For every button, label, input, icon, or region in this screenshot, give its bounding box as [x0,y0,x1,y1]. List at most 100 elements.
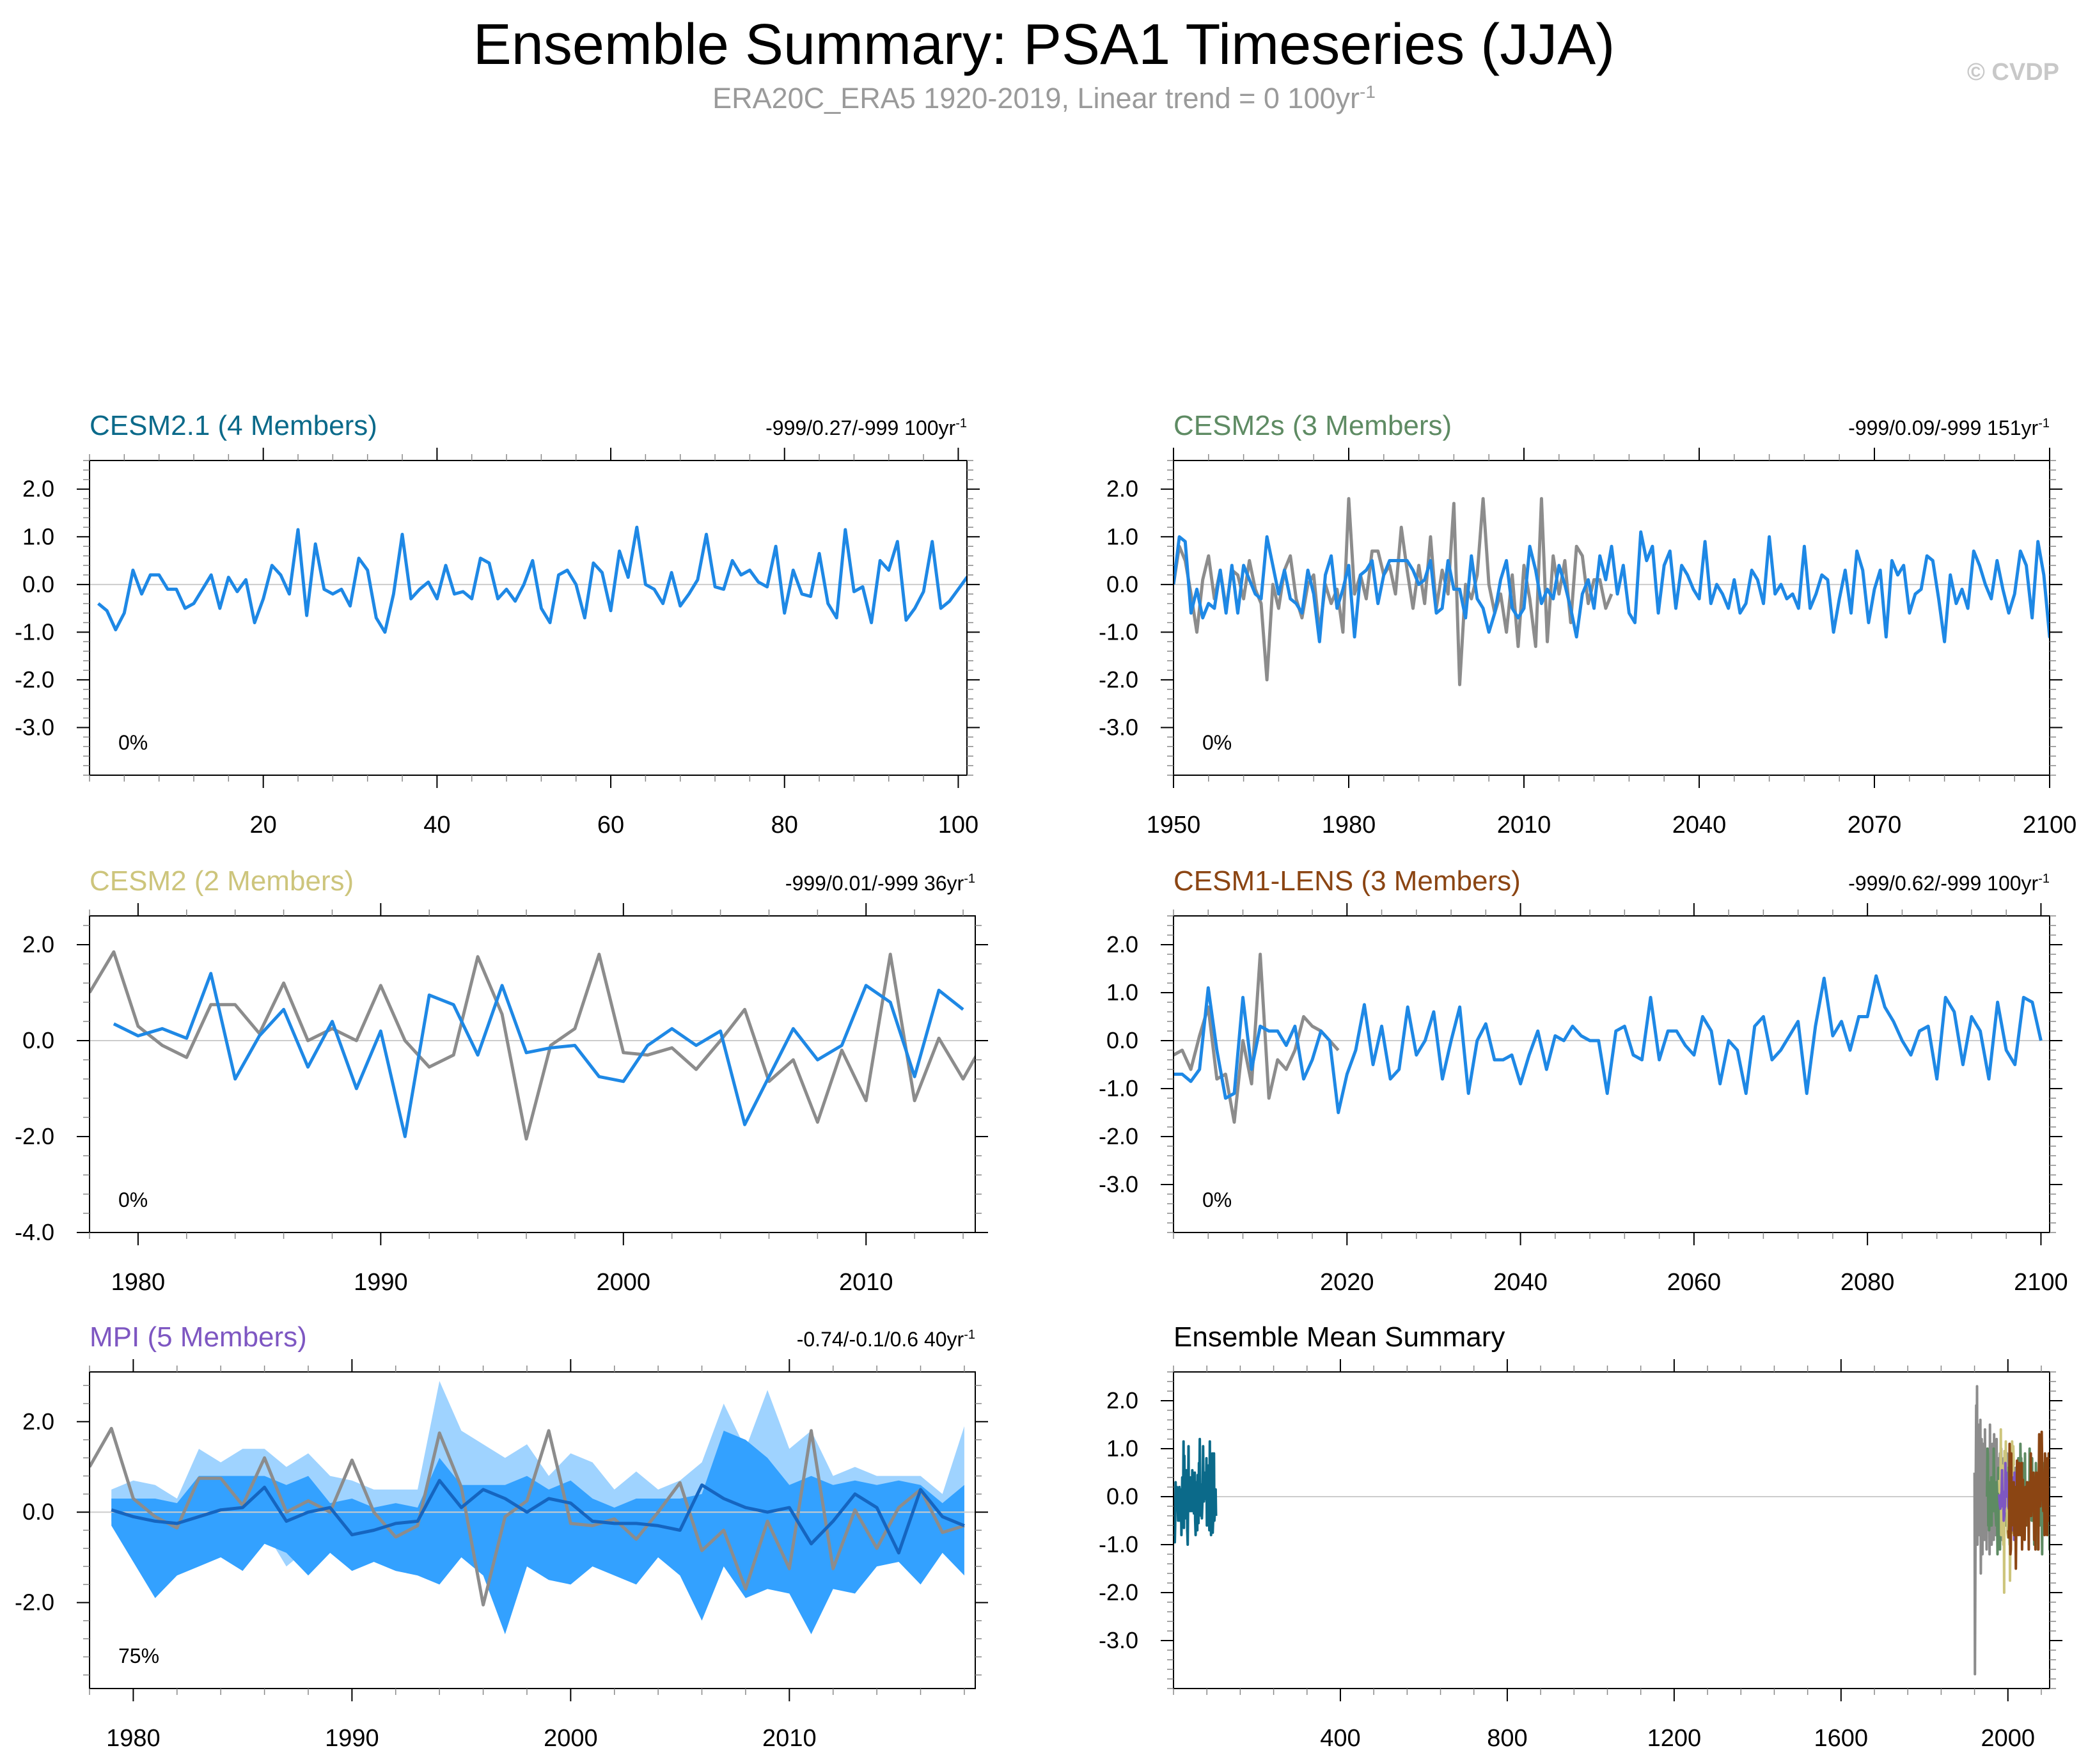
x-tick-label: 40 [423,812,450,839]
x-tick-label: 1980 [106,1725,161,1752]
y-tick-label: 0.0 [1106,1027,1138,1053]
panel-3: CESM2 (2 Members) -999/0.01/-999 36yr-1 2.… [15,865,988,1296]
series-line-obs [1174,952,1340,1124]
panel-plot-area [1174,1385,2050,1676]
panel-stats: -0.74/-0.1/0.6 40yr-1 [797,1328,975,1351]
percent-label: 75% [118,1644,159,1667]
y-tick-label: 2.0 [22,1408,54,1435]
panel-stats: -999/0.09/-999 151yr-1 [1848,416,2050,439]
y-tick-label: -2.0 [15,666,54,693]
page-subtitle: ERA20C_ERA5 1920-2019, Linear trend = 0 … [0,82,2088,115]
x-tick-label: 2000 [1981,1725,2035,1752]
x-tick-label: 800 [1487,1725,1527,1752]
x-tick-label: 2080 [1841,1269,1895,1296]
y-tick-label: 1.0 [1106,979,1138,1005]
panel-plot-area [90,1381,975,1635]
series-line-obs [90,1426,965,1607]
series-line-mean [111,1479,965,1555]
x-tick-label: 1950 [1147,812,1201,839]
y-tick-label: 0.0 [22,571,54,597]
y-tick-label: -2.0 [15,1589,54,1616]
y-tick-label: 2.0 [1106,476,1138,502]
panel-4: CESM1-LENS (3 Members) -999/0.62/-999 100… [1099,865,2068,1296]
panel-title: CESM2 (2 Members) [90,865,354,897]
x-tick-label: 100 [938,812,978,839]
y-tick-label: -3.0 [15,714,54,740]
x-tick-label: 2000 [597,1269,651,1296]
x-tick-label: 1600 [1814,1725,1869,1752]
y-tick-label: -2.0 [1099,666,1138,693]
series-line-model [1174,974,2043,1114]
y-tick-label: -2.0 [1099,1579,1138,1605]
page-title: Ensemble Summary: PSA1 Timeseries (JJA) [473,13,1615,77]
percent-label: 0% [118,1188,148,1211]
series-line-obs [90,950,975,1141]
y-tick-label: -3.0 [1099,1627,1138,1653]
subtitle-text: ERA20C_ERA5 1920-2019, Linear trend = 0 … [712,82,1360,114]
watermark: © CVDP [1966,59,2059,86]
x-tick-label: 2040 [1493,1269,1548,1296]
subtitle-exponent: -1 [1360,82,1376,102]
series-line-model [1174,530,2050,643]
panel-stats: -999/0.62/-999 100yr-1 [1848,872,2050,895]
panel-plot-area [90,950,975,1141]
percent-label: 0% [118,731,148,754]
y-tick-label: -1.0 [1099,618,1138,645]
panel-stats: -999/0.01/-999 36yr-1 [785,872,975,895]
x-tick-label: 2040 [1672,812,1727,839]
x-tick-label: 2020 [1320,1269,1374,1296]
panel-frame [1173,1371,2050,1689]
percent-label: 0% [1202,731,1232,754]
y-tick-label: -3.0 [1099,714,1138,740]
y-tick-label: 2.0 [1106,931,1138,957]
y-tick-label: -3.0 [1099,1171,1138,1197]
y-tick-label: 1.0 [1106,1435,1138,1461]
x-tick-label: 80 [771,812,798,839]
y-tick-label: -4.0 [15,1219,54,1245]
panel-stats: -999/0.27/-999 100yr-1 [765,416,967,439]
x-tick-label: 400 [1320,1725,1360,1752]
y-tick-label: -2.0 [1099,1123,1138,1149]
panel-plot-area [1174,952,2050,1124]
panel-6: Ensemble Mean Summary 2.0 1.0 0.0 -1.0 -2.0 -3… [1099,1321,2062,1752]
spread-band-inner [111,1430,964,1635]
x-tick-label: 2010 [839,1269,893,1296]
panel-plot-area [1174,497,2050,686]
y-tick-label: 1.0 [1106,523,1138,549]
y-tick-label: 2.0 [22,931,54,957]
x-tick-label: 2060 [1667,1269,1722,1296]
panel-title: Ensemble Mean Summary [1174,1321,1505,1353]
y-tick-label: 2.0 [1106,1387,1138,1414]
x-tick-label: 1200 [1647,1725,1702,1752]
x-tick-label: 2010 [762,1725,817,1752]
y-tick-label: 0.0 [22,1027,54,1053]
panel-title: CESM2s (3 Members) [1174,410,1452,441]
y-tick-label: 0.0 [1106,571,1138,597]
panel-2: CESM2s (3 Members) -999/0.09/-999 151yr-1… [1099,410,2076,839]
x-tick-label: 2000 [544,1725,598,1752]
x-tick-label: 2010 [1497,812,1551,839]
y-tick-label: -1.0 [1099,1531,1138,1557]
panel-frame [89,460,968,776]
series-line-obs [1174,497,1613,686]
y-tick-label: 0.0 [22,1499,54,1525]
x-tick-label: 20 [250,812,277,839]
y-tick-label: -2.0 [15,1123,54,1149]
panel-frame [1173,460,2050,776]
panel-title: MPI (5 Members) [90,1321,307,1353]
panel-5: MPI (5 Members) -0.74/-0.1/0.6 40yr-1 2.0 0… [15,1321,988,1752]
y-tick-label: -1.0 [15,618,54,645]
panel-title: CESM2.1 (4 Members) [90,410,377,441]
panel-frame [89,915,976,1233]
y-tick-label: 2.0 [22,476,54,502]
percent-label: 0% [1202,1188,1232,1211]
panel-title: CESM1-LENS (3 Members) [1174,865,1521,897]
x-tick-label: 1990 [325,1725,379,1752]
y-tick-label: -1.0 [1099,1075,1138,1101]
x-tick-label: 1980 [1322,812,1376,839]
series-line-CESM2.1 [1174,1438,1218,1546]
panel-frame [1173,915,2050,1233]
panel-1: CESM2.1 (4 Members) -999/0.27/-999 100yr-… [15,410,980,839]
series-line-model [113,972,964,1138]
